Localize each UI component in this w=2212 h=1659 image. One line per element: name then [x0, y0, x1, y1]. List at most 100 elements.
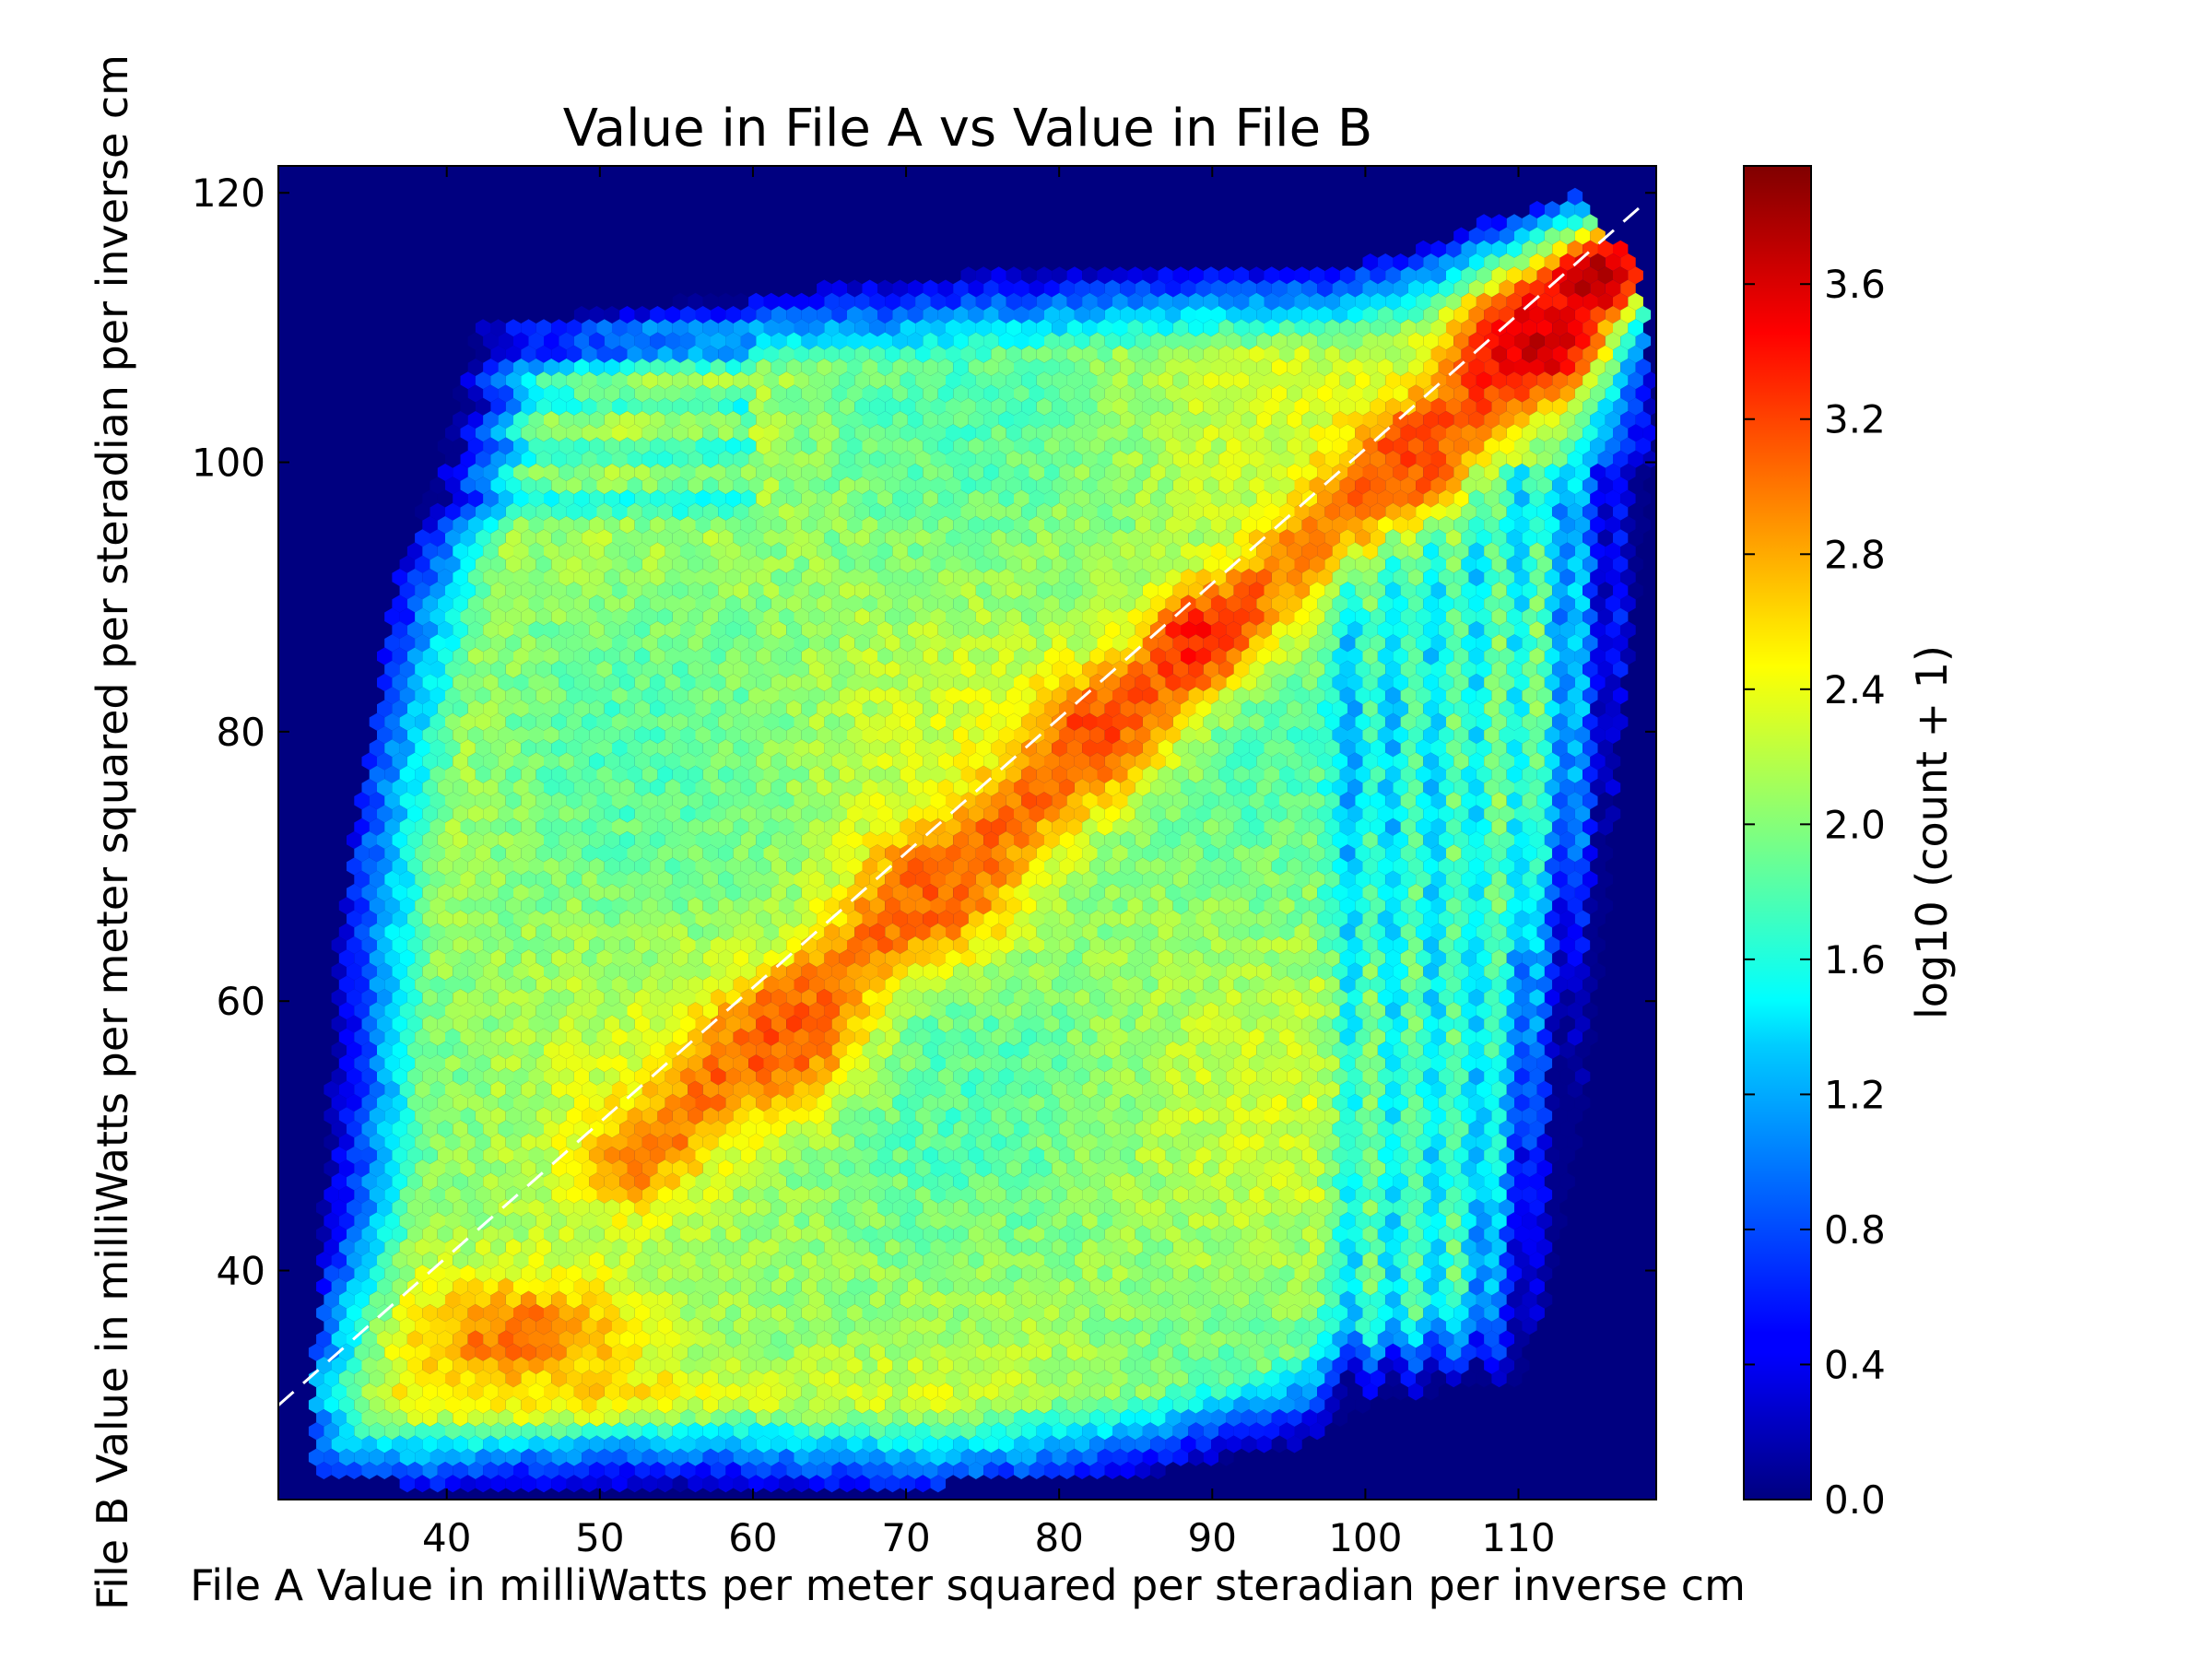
hexbin-cell	[1339, 424, 1356, 442]
hexbin-cell	[1620, 437, 1636, 455]
hexbin-cell	[839, 345, 855, 363]
hexbin-cell	[1491, 240, 1507, 258]
hexbin-cell	[1181, 279, 1196, 298]
hexbin-cell	[672, 319, 688, 337]
hexbin-cell	[794, 345, 809, 363]
hexbin-cell	[733, 371, 749, 390]
hexbin-cell	[1059, 489, 1075, 508]
hexbin-cell	[657, 502, 673, 521]
hexbin-cell	[1377, 359, 1394, 376]
hexbin-cell	[991, 450, 1006, 468]
hexbin-cell	[1416, 424, 1431, 442]
hexbin-cell	[808, 424, 825, 442]
hexbin-cell	[1241, 437, 1257, 455]
hexbin-cell	[1324, 397, 1340, 416]
hexbin-cell	[1590, 279, 1606, 298]
hexbin-cell	[475, 345, 491, 363]
hexbin-cell	[1620, 464, 1636, 481]
hexbin-cell	[521, 424, 536, 442]
hexbin-cell	[1059, 464, 1075, 481]
hexbin-cell	[1287, 332, 1302, 350]
hexbin-cell	[801, 489, 818, 508]
hexbin-cell	[1430, 371, 1446, 390]
hexbin-cell	[1468, 411, 1485, 429]
hexbin-cell	[771, 411, 787, 429]
hexbin-cell	[1468, 384, 1485, 403]
hexbin-cell	[1620, 332, 1636, 350]
hexbin-cell	[1150, 464, 1166, 481]
hexbin-cell	[1453, 279, 1469, 298]
hexbin-cell	[983, 306, 999, 324]
hexbin-cell	[1407, 253, 1424, 271]
hexbin-cell	[1271, 489, 1288, 508]
hexbin-cell	[1089, 359, 1105, 376]
hexbin-cell	[725, 437, 741, 455]
hexbin-cell	[786, 464, 802, 481]
hexbin-cell	[831, 306, 847, 324]
hexbin-cell	[1446, 424, 1462, 442]
hexbin-cell	[1195, 437, 1211, 455]
hexbin-cell	[1430, 319, 1446, 337]
hexbin-cell	[892, 437, 908, 455]
hexbin-cell	[1309, 292, 1325, 311]
hexbin-cell	[1476, 266, 1492, 285]
hexbin-cell	[490, 477, 506, 495]
hexbin-cell	[786, 516, 802, 534]
hexbin-cell	[1082, 292, 1098, 311]
hexbin-cell	[1150, 359, 1166, 376]
hexbin-cell	[1506, 240, 1523, 258]
hexbin-cell	[1484, 306, 1500, 324]
hexbin-cell	[854, 502, 870, 521]
hexbin-cell	[1552, 424, 1568, 442]
hexbin-cell	[680, 437, 696, 455]
hexbin-cell	[1301, 411, 1318, 429]
hexbin-cell	[1172, 502, 1189, 521]
hexbin-cell	[1514, 411, 1530, 429]
hexbin-cell	[1597, 477, 1613, 495]
hexbin-cell	[1059, 411, 1075, 429]
hexbin-cell	[702, 292, 719, 311]
hexbin-cell	[847, 464, 863, 481]
hexbin-cell	[695, 464, 711, 481]
hexbin-cell	[589, 384, 605, 403]
hexbin-cell	[475, 371, 491, 390]
hexbin-cell	[1142, 345, 1159, 363]
hexbin-cell	[862, 411, 877, 429]
hexbin-cell	[1529, 201, 1545, 218]
hexbin-cell	[1287, 279, 1302, 298]
hexbin-cell	[824, 477, 840, 495]
hexbin-cell	[854, 424, 870, 442]
hexbin-cell	[695, 332, 711, 350]
hexbin-cell	[1522, 502, 1537, 521]
hexbin-cell	[1597, 371, 1613, 390]
hexbin-cell	[1006, 371, 1022, 390]
hexbin-cell	[1385, 345, 1401, 363]
hexbin-cell	[1218, 450, 1234, 468]
hexbin-cell	[1476, 371, 1492, 390]
hexbin-cell	[711, 437, 726, 455]
hexbin-cell	[1172, 450, 1189, 468]
hexbin-cell	[900, 292, 916, 311]
hexbin-cell	[1233, 477, 1250, 495]
hexbin-cell	[627, 502, 642, 521]
hexbin-cell	[1089, 279, 1105, 298]
hexbin-cell	[763, 397, 779, 416]
hexbin-cell	[1400, 266, 1417, 285]
hexbin-cell	[725, 411, 741, 429]
hexbin-cell	[627, 397, 642, 416]
hexbin-cell	[1074, 306, 1090, 324]
hexbin-cell	[711, 411, 726, 429]
hexbin-cell	[1332, 411, 1347, 429]
hexbin-cell	[1597, 292, 1613, 311]
hexbin-cell	[968, 359, 984, 376]
hexbin-cell	[1089, 489, 1105, 508]
hexbin-cell	[824, 292, 840, 311]
hexbin-cell	[1006, 292, 1022, 311]
hexbin-cell	[1476, 450, 1492, 468]
hexbin-cell	[1029, 279, 1044, 298]
hexbin-cell	[975, 371, 992, 390]
hexbin-cell	[953, 306, 969, 324]
hexbin-cell	[808, 345, 825, 363]
hexbin-cell	[968, 384, 984, 403]
hexbin-cell	[1301, 279, 1318, 298]
